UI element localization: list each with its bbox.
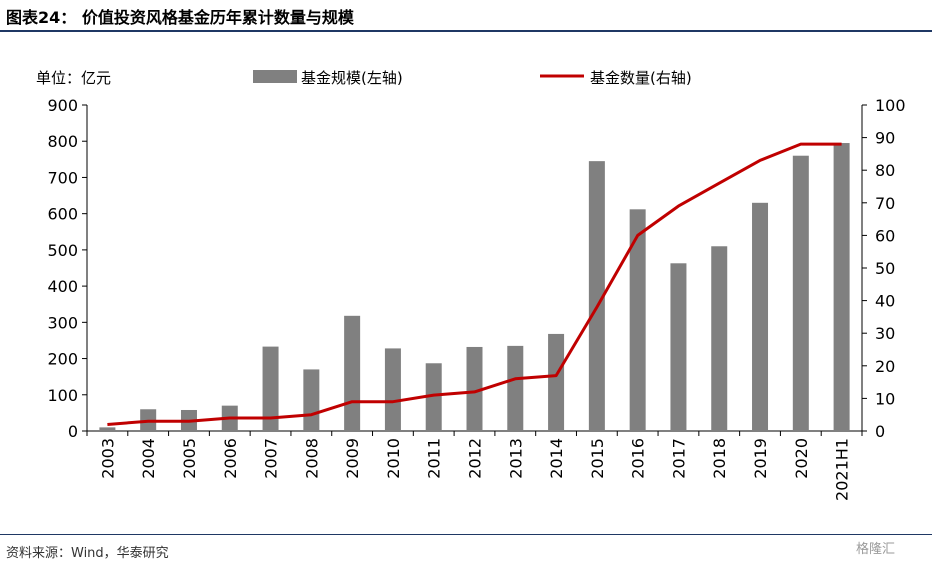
x-tick-label: 2019 — [751, 438, 770, 479]
line-fund-count — [107, 142, 842, 426]
legend-bar-swatch — [253, 70, 297, 83]
x-tick-label: 2006 — [221, 438, 240, 479]
x-tick-label: 2017 — [669, 438, 688, 479]
bar-fund-size — [262, 346, 279, 431]
left-tick-label: 900 — [47, 96, 78, 115]
footer-divider — [0, 534, 932, 535]
x-tick-label: 2003 — [98, 438, 117, 479]
bar-fund-size — [425, 363, 442, 431]
count-line — [107, 142, 842, 426]
bar-fund-size — [792, 155, 809, 431]
right-tick-label: 10 — [875, 389, 895, 408]
x-tick-label: 2009 — [343, 438, 362, 479]
chart-title: 图表24： 价值投资风格基金历年累计数量与规模 — [6, 8, 354, 27]
x-tick-label: 2018 — [710, 438, 729, 479]
watermark-logo: 格隆汇 — [856, 542, 896, 557]
axes: 0 100 200 300 400 500 600 700 800 900 0 10 20 30 40 50 6… — [47, 96, 905, 501]
x-tick-label: 2013 — [506, 438, 525, 479]
right-tick-label: 90 — [875, 129, 895, 148]
x-tick-label: 2020 — [792, 438, 811, 479]
bar-fund-size — [466, 346, 483, 431]
x-tick-label: 2021H1 — [833, 438, 852, 501]
legend-bar-label: 基金规模(左轴) — [301, 69, 403, 87]
left-tick-label: 0 — [68, 422, 78, 441]
title-bar: 图表24： 价值投资风格基金历年累计数量与规模 — [0, 0, 932, 32]
bar-fund-size — [303, 369, 320, 431]
right-tick-label: 0 — [875, 422, 885, 441]
bar-fund-size — [670, 263, 687, 431]
bar-fund-size — [384, 348, 401, 431]
x-tick-label: 2004 — [139, 438, 158, 479]
x-tick-label: 2015 — [588, 438, 607, 479]
left-tick-label: 700 — [47, 168, 78, 187]
legend: 单位：亿元 基金规模(左轴) 基金数量(右轴) — [36, 69, 692, 87]
bar-fund-size — [588, 161, 605, 431]
left-tick-label: 100 — [47, 386, 78, 405]
bar-fund-size — [344, 315, 361, 431]
left-tick-label: 200 — [47, 350, 78, 369]
bars — [99, 143, 850, 432]
x-tick-label: 2010 — [384, 438, 403, 479]
right-tick-label: 50 — [875, 259, 895, 278]
x-tick-label: 2008 — [302, 438, 321, 479]
right-tick-label: 60 — [875, 226, 895, 245]
left-tick-label: 400 — [47, 277, 78, 296]
bar-fund-size — [752, 202, 769, 431]
right-tick-label: 20 — [875, 357, 895, 376]
x-tick-label: 2016 — [629, 438, 648, 479]
legend-line-label: 基金数量(右轴) — [590, 69, 692, 87]
right-tick-label: 30 — [875, 324, 895, 343]
x-tick-label: 2007 — [262, 438, 281, 479]
x-tick-label: 2014 — [547, 438, 566, 479]
bar-fund-size — [711, 246, 728, 431]
left-tick-label: 500 — [47, 241, 78, 260]
right-tick-label: 100 — [875, 96, 906, 115]
right-tick-label: 40 — [875, 292, 895, 311]
unit-label: 单位：亿元 — [36, 69, 111, 87]
bar-fund-size — [548, 333, 565, 431]
right-tick-label: 80 — [875, 161, 895, 180]
bar-fund-size — [507, 345, 524, 431]
left-tick-label: 800 — [47, 132, 78, 151]
bar-fund-size — [99, 427, 116, 431]
bar-fund-size — [629, 209, 646, 431]
x-tick-label: 2005 — [180, 438, 199, 479]
x-tick-label: 2011 — [425, 438, 444, 479]
x-tick-label: 2012 — [466, 438, 485, 479]
bar-fund-size — [833, 143, 850, 432]
left-tick-label: 600 — [47, 205, 78, 224]
right-tick-label: 70 — [875, 194, 895, 213]
source-note: 资料来源：Wind，华泰研究 — [6, 546, 169, 561]
left-tick-label: 300 — [47, 313, 78, 332]
